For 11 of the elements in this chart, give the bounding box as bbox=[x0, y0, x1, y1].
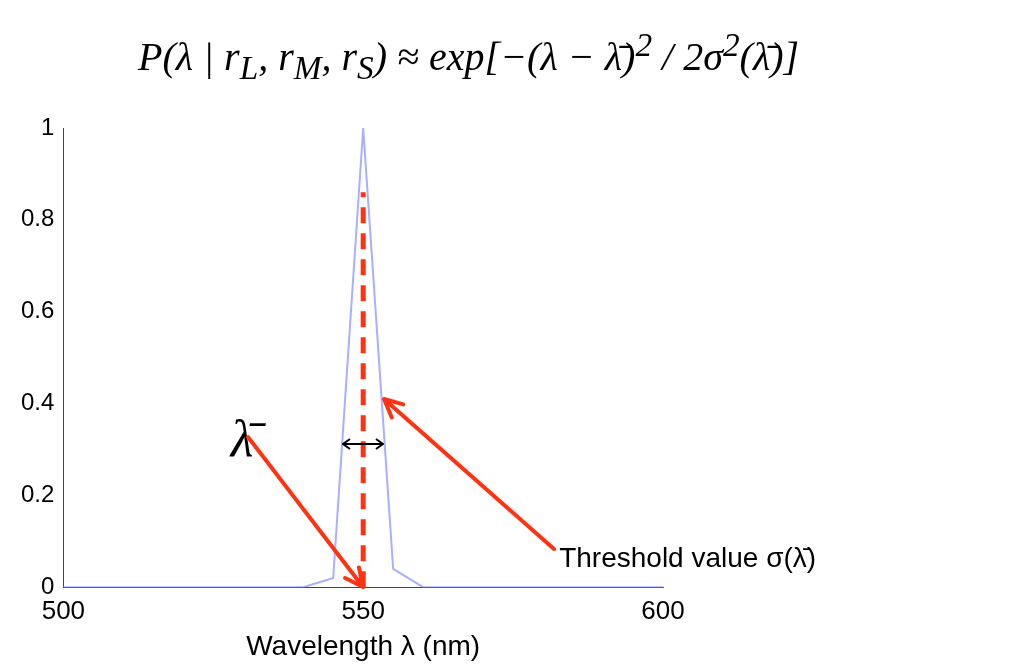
y-tick-label: 0.8 bbox=[20, 204, 55, 232]
annotation: λ̄ bbox=[228, 409, 267, 467]
y-tick-label: 0.4 bbox=[20, 388, 55, 416]
chart-title: P(λ | r$_{L}$, r$_{M}$, r$_{S}$) ≈ exp[−(λ − λ̄)$^{2}$ / 2σ$^{2}$(λ̄)] bbox=[138, 26, 800, 87]
x-axis-title: Wavelength λ (nm) bbox=[246, 629, 481, 661]
x-tick-label: 550 bbox=[341, 594, 385, 625]
x-tick-label: 600 bbox=[641, 594, 685, 625]
annotation: Threshold value σ(λ̄) bbox=[559, 541, 817, 573]
y-tick-label: 0.6 bbox=[20, 296, 55, 324]
y-tick-label: 0.2 bbox=[20, 479, 55, 507]
y-tick-label: 1 bbox=[41, 112, 55, 140]
